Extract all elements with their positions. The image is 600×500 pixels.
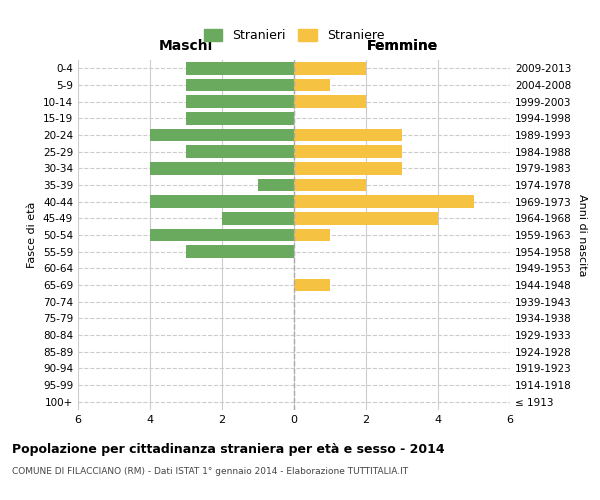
Bar <box>150 129 294 141</box>
Bar <box>294 179 366 192</box>
Bar <box>186 146 294 158</box>
Bar <box>294 62 366 74</box>
Bar <box>186 62 294 74</box>
Bar <box>150 162 294 174</box>
Bar <box>294 212 438 224</box>
Bar <box>294 146 402 158</box>
Text: COMUNE DI FILACCIANO (RM) - Dati ISTAT 1° gennaio 2014 - Elaborazione TUTTITALIA: COMUNE DI FILACCIANO (RM) - Dati ISTAT 1… <box>12 468 408 476</box>
Text: Femmine: Femmine <box>367 39 437 53</box>
Bar <box>294 129 402 141</box>
Bar <box>294 229 330 241</box>
Bar <box>186 79 294 92</box>
Bar <box>186 96 294 108</box>
Bar <box>222 212 294 224</box>
Y-axis label: Anni di nascita: Anni di nascita <box>577 194 587 276</box>
Y-axis label: Fasce di età: Fasce di età <box>28 202 37 268</box>
Bar <box>258 179 294 192</box>
Bar <box>186 112 294 124</box>
Text: Popolazione per cittadinanza straniera per età e sesso - 2014: Popolazione per cittadinanza straniera p… <box>12 442 445 456</box>
Legend: Stranieri, Straniere: Stranieri, Straniere <box>199 24 389 48</box>
Bar <box>294 279 330 291</box>
Text: Maschi: Maschi <box>159 39 213 53</box>
Bar <box>150 229 294 241</box>
Bar <box>186 246 294 258</box>
Bar <box>294 96 366 108</box>
Bar <box>294 196 474 208</box>
Bar <box>294 162 402 174</box>
Bar <box>150 196 294 208</box>
Text: Femmine: Femmine <box>367 39 437 53</box>
Bar <box>294 79 330 92</box>
